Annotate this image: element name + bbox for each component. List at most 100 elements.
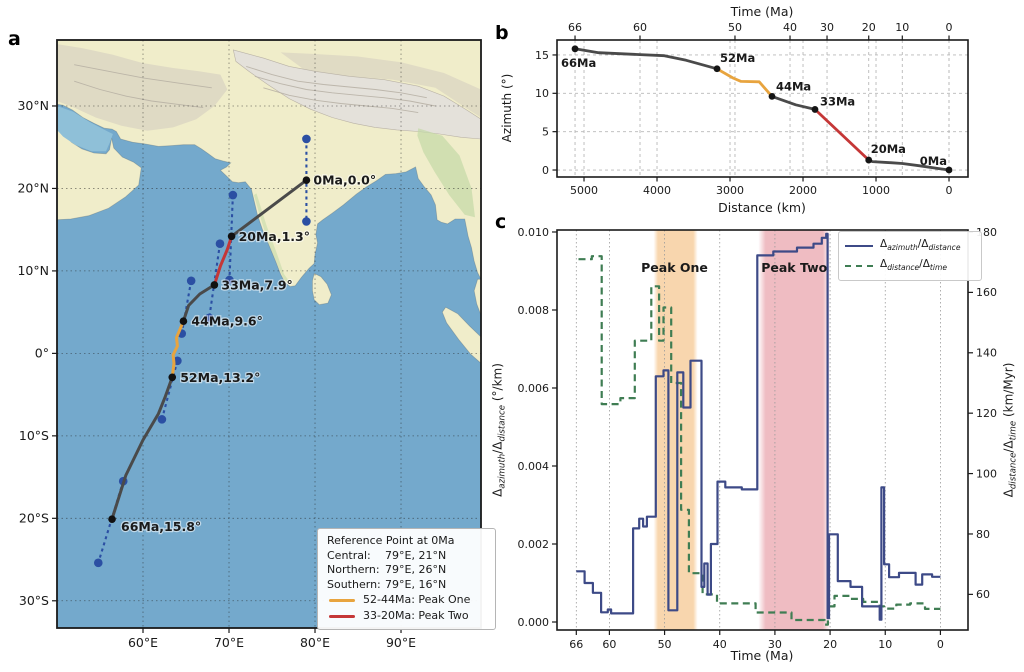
- c-left-tick-label: 0.000: [518, 616, 550, 629]
- b-distance-tick-label: 5000: [570, 184, 598, 197]
- reference-point-dot: [204, 313, 214, 323]
- c-left-axis-title: Δazimuth/Δdistance (°/km): [490, 363, 508, 497]
- ridge-texture: [74, 80, 204, 109]
- b-x-axis-title: Distance (km): [718, 200, 806, 215]
- b-marker-dot: [571, 45, 579, 53]
- orange-line-swatch: [329, 598, 355, 603]
- c-x-axis-title: Time (Ma): [730, 648, 794, 663]
- ridge-texture: [246, 65, 427, 99]
- western-ghats: [253, 193, 291, 283]
- lon-tick-label: 60°E: [128, 635, 158, 650]
- lat-tick-label: 10°N: [17, 263, 49, 278]
- c-right-tick-label: 140: [976, 347, 997, 360]
- persian-gulf: [57, 106, 113, 152]
- b-marker-dot: [865, 156, 873, 164]
- c-right-axis-title: Δdistance/Δtime (km/Myr): [1001, 362, 1019, 498]
- reference-point-dot: [302, 217, 311, 226]
- map-legend-title: Reference Point at 0Ma: [327, 534, 455, 547]
- dashed-line-sample: [845, 265, 873, 268]
- b-series-gray: [573, 47, 719, 71]
- c-left-tick-label: 0.004: [518, 460, 550, 473]
- b-azimuth-tick-label: 0: [542, 164, 549, 177]
- reference-track-line: [180, 280, 193, 334]
- reference-point-dot: [225, 275, 234, 285]
- b-series-red: [813, 108, 871, 162]
- track-point-dot: [108, 515, 116, 523]
- reference-point-dot: [215, 239, 225, 248]
- map-legend: Reference Point at 0Ma Central: 79°E, 21…: [317, 528, 496, 630]
- b-time-tick-label: 10: [895, 21, 909, 34]
- b-marker-dot: [768, 92, 776, 100]
- lon-tick-label: 70°E: [214, 635, 244, 650]
- c-time-tick-label: 40: [713, 638, 727, 651]
- legend-peak-one: 52-44Ma: Peak One: [327, 593, 488, 608]
- c-right-tick-label: 120: [976, 407, 997, 420]
- track-segment-gray: [181, 283, 216, 323]
- lat-tick-label: 20°S: [19, 511, 49, 526]
- b-y-axis-title: Azimuth (°): [500, 73, 514, 143]
- b-series-gray: [867, 158, 951, 172]
- c-time-tick-label: 30: [768, 638, 782, 651]
- track-point-label: 20Ma,1.3°: [239, 229, 310, 244]
- b-time-tick-label: 0: [946, 21, 953, 34]
- ridge-texture: [254, 75, 436, 107]
- reference-point-dot: [157, 415, 167, 424]
- b-azimuth-tick-label: 10: [535, 87, 549, 100]
- track-segment-red: [212, 234, 234, 287]
- reference-point-dot: [228, 190, 238, 200]
- track-point-dot: [302, 176, 311, 184]
- map-border: [56, 39, 482, 629]
- c-time-tick-label: 60: [602, 638, 616, 651]
- series-distance-over-time: [578, 255, 941, 626]
- b-marker-label: 44Ma: [776, 79, 811, 93]
- panel-c-label: c: [495, 211, 507, 233]
- legend-label: Δazimuth/Δdistance: [880, 238, 961, 253]
- red-line-swatch: [329, 614, 355, 619]
- reference-point-dot: [93, 558, 103, 568]
- island-sri-lanka: [311, 272, 332, 306]
- legend-item-distance-time: Δdistance/Δtime: [845, 256, 975, 276]
- iran-mountains: [57, 44, 228, 131]
- b-time-tick-label: 50: [728, 21, 742, 34]
- landmass-arabia: [57, 129, 142, 221]
- c-left-tick-label: 0.006: [518, 382, 550, 395]
- reference-track-line: [228, 194, 234, 281]
- c-right-tick-label: 160: [976, 286, 997, 299]
- b-top-axis-title: Time (Ma): [730, 4, 794, 19]
- track-point-dot: [179, 317, 188, 326]
- c-left-tick-label: 0.008: [518, 304, 550, 317]
- ridge-texture: [74, 64, 212, 89]
- tibetan-plateau: [280, 52, 481, 118]
- reference-southern: Southern: 79°E, 16°N: [327, 577, 447, 591]
- b-marker-label: 0Ma: [920, 154, 947, 168]
- band-peak-two: [758, 230, 831, 630]
- myanmar-hills: [417, 128, 475, 218]
- b-distance-tick-label: 4000: [643, 184, 671, 197]
- lon-tick-label: 80°E: [300, 635, 330, 650]
- b-time-tick-label: 20: [862, 21, 876, 34]
- ridge-texture: [263, 87, 419, 114]
- c-right-tick-label: 80: [976, 528, 990, 541]
- c-right-tick-label: 100: [976, 467, 997, 480]
- b-marker-label: 52Ma: [720, 51, 755, 65]
- track-point-label: 44Ma,9.6°: [191, 314, 262, 329]
- reference-point-dot: [302, 134, 311, 144]
- c-right-tick-label: 60: [976, 588, 990, 601]
- b-time-tick-label: 60: [633, 21, 647, 34]
- b-time-tick-label: 40: [783, 21, 797, 34]
- lat-tick-label: 30°N: [17, 98, 49, 113]
- track-point-label: 33Ma,7.9°: [221, 277, 292, 292]
- lon-tick-label: 90°E: [386, 635, 416, 650]
- b-marker-dot: [945, 166, 953, 174]
- solid-line-sample: [845, 245, 873, 248]
- track-point-dot: [210, 281, 219, 289]
- track-segment-gray: [230, 178, 308, 238]
- b-distance-tick-label: 0: [946, 184, 953, 197]
- reference-northern: Northern: 79°E, 26°N: [327, 563, 447, 577]
- b-marker-dot: [811, 106, 819, 113]
- track-point-label: 66Ma,15.8°: [121, 519, 201, 534]
- b-marker-dot: [713, 65, 721, 73]
- c-time-tick-label: 50: [658, 638, 672, 651]
